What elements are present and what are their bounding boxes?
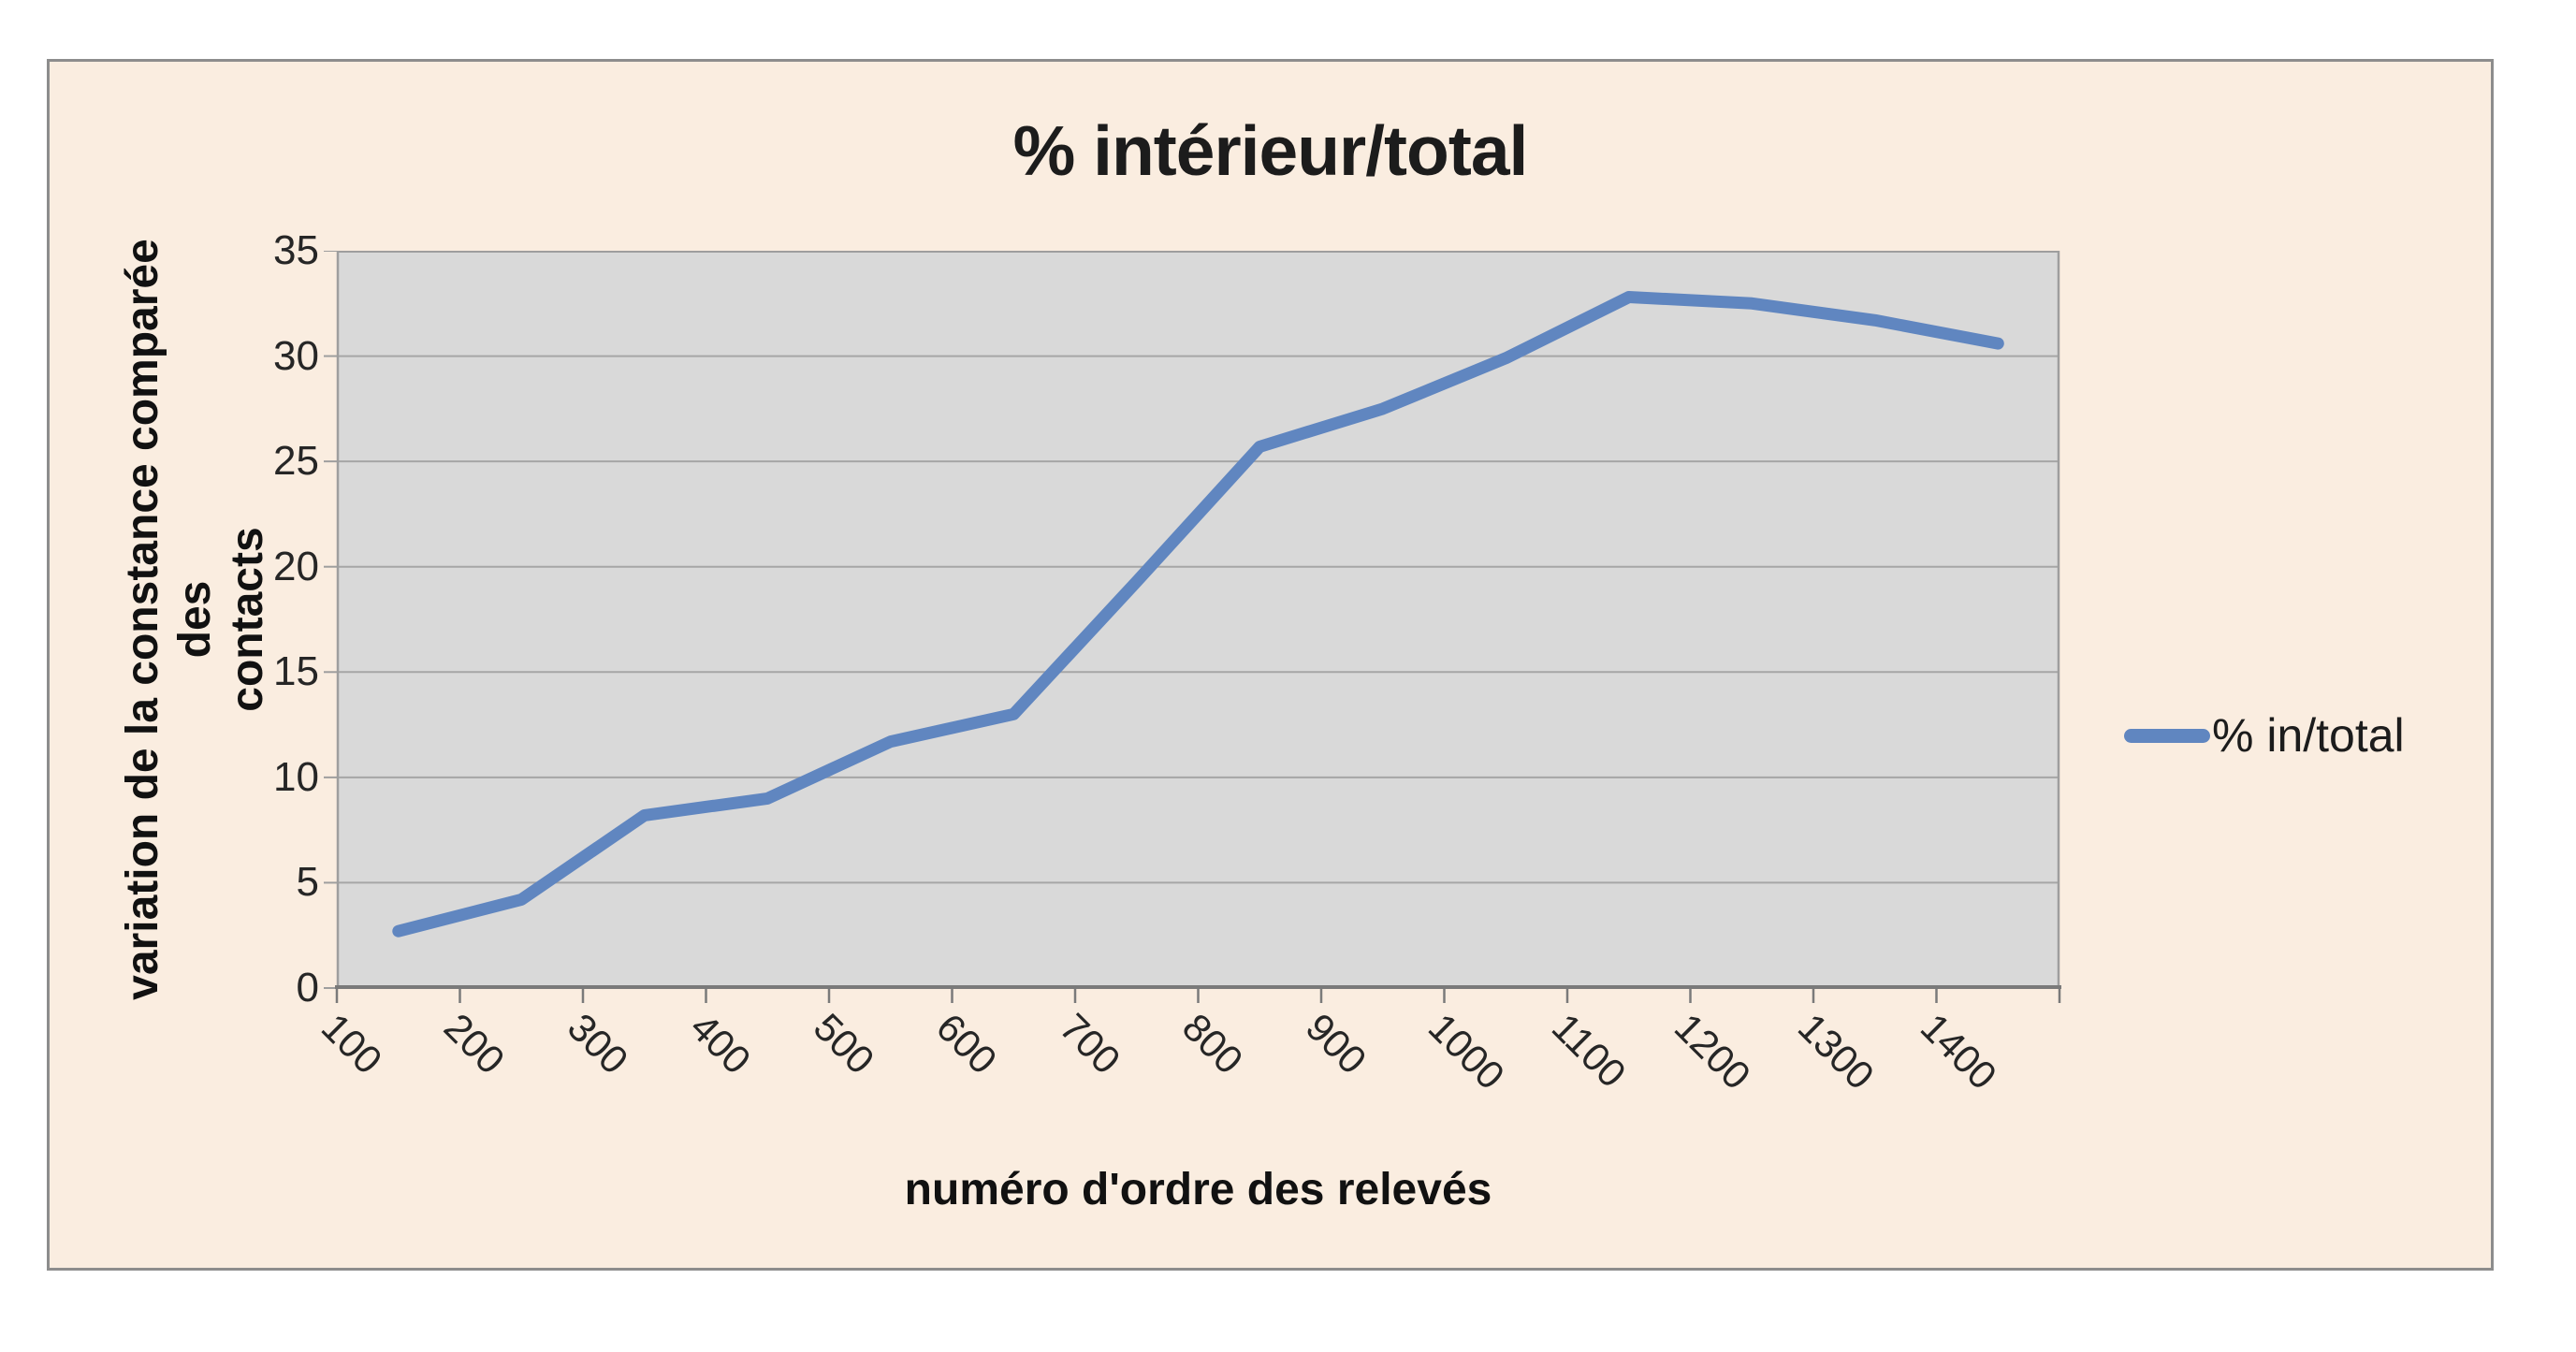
- y-tick-label: 20: [273, 543, 319, 589]
- y-tick-label: 0: [296, 965, 319, 1010]
- y-tick-label: 25: [273, 438, 319, 485]
- legend-series-label: % in/total: [2212, 709, 2405, 762]
- y-tick-label: 10: [273, 753, 319, 800]
- plot-area: [324, 251, 2061, 1003]
- chart-title: % intérieur/total: [1012, 111, 1529, 190]
- legend-line-swatch: [2124, 728, 2210, 743]
- y-axis-title: variation de la constance comparée des c…: [117, 198, 272, 1040]
- x-axis-title: numéro d'ordre des relevés: [904, 1165, 1492, 1214]
- y-axis-title-line1: variation de la constance comparée des: [118, 239, 220, 1000]
- y-tick-label: 5: [296, 859, 319, 906]
- y-tick-label: 35: [273, 227, 319, 273]
- y-tick-label: 30: [273, 332, 319, 379]
- y-axis-title-line2: contacts: [223, 527, 272, 712]
- legend: % in/total: [2124, 705, 2405, 765]
- chart-container: % intérieur/total variation de la consta…: [47, 59, 2494, 1271]
- y-tick-label: 15: [273, 648, 319, 695]
